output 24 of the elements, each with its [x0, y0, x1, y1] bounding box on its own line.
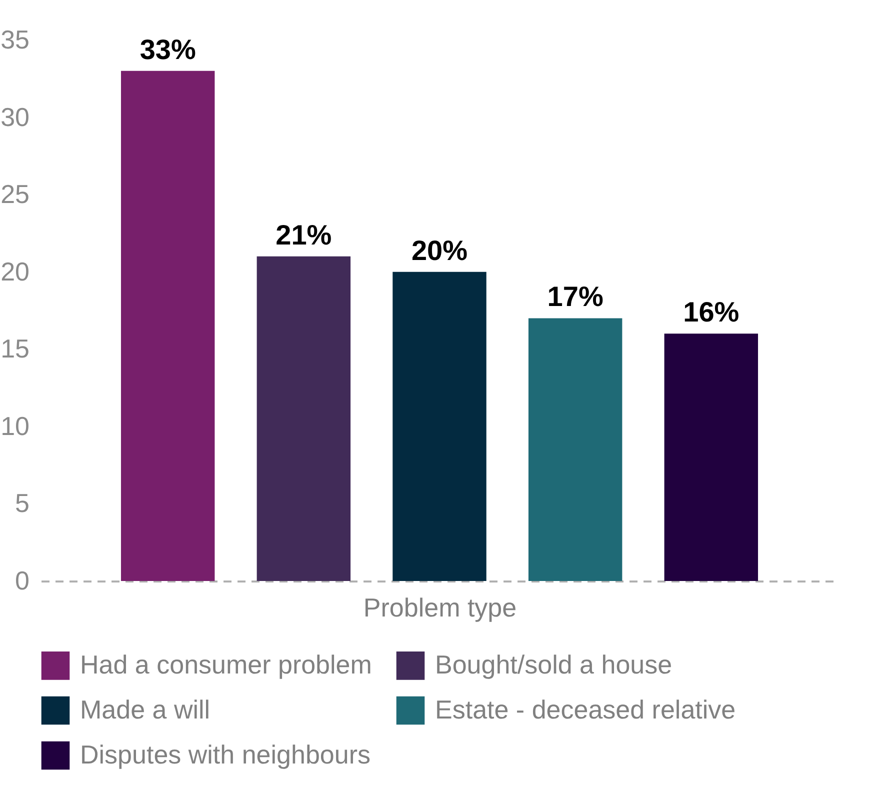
legend-label: Had a consumer problem: [80, 650, 372, 680]
legend-label: Disputes with neighbours: [80, 740, 370, 770]
y-tick-label: 20: [0, 256, 30, 286]
y-tick-label: 0: [15, 566, 30, 596]
data-label: 21%: [276, 219, 332, 250]
data-label: 20%: [411, 234, 468, 266]
y-tick-label: 25: [0, 179, 30, 210]
bar: [392, 272, 486, 581]
bar: [528, 318, 622, 581]
y-tick-label: 5: [15, 488, 30, 518]
legend-label: Estate - deceased relative: [435, 694, 736, 724]
y-tick-label: 15: [0, 334, 30, 364]
y-tick-label: 30: [0, 102, 30, 132]
data-label: 16%: [683, 296, 740, 328]
bar: [256, 256, 351, 581]
legend-label: Bought/sold a house: [435, 650, 672, 680]
data-label: 17%: [547, 281, 604, 312]
bar: [664, 334, 758, 581]
bar: [120, 70, 215, 581]
x-axis-title: Problem type: [363, 592, 517, 622]
legend-label: Made a will: [80, 694, 210, 724]
data-label: 33%: [140, 34, 196, 65]
y-tick-label: 35: [0, 24, 30, 54]
y-tick-label: 10: [0, 410, 30, 441]
